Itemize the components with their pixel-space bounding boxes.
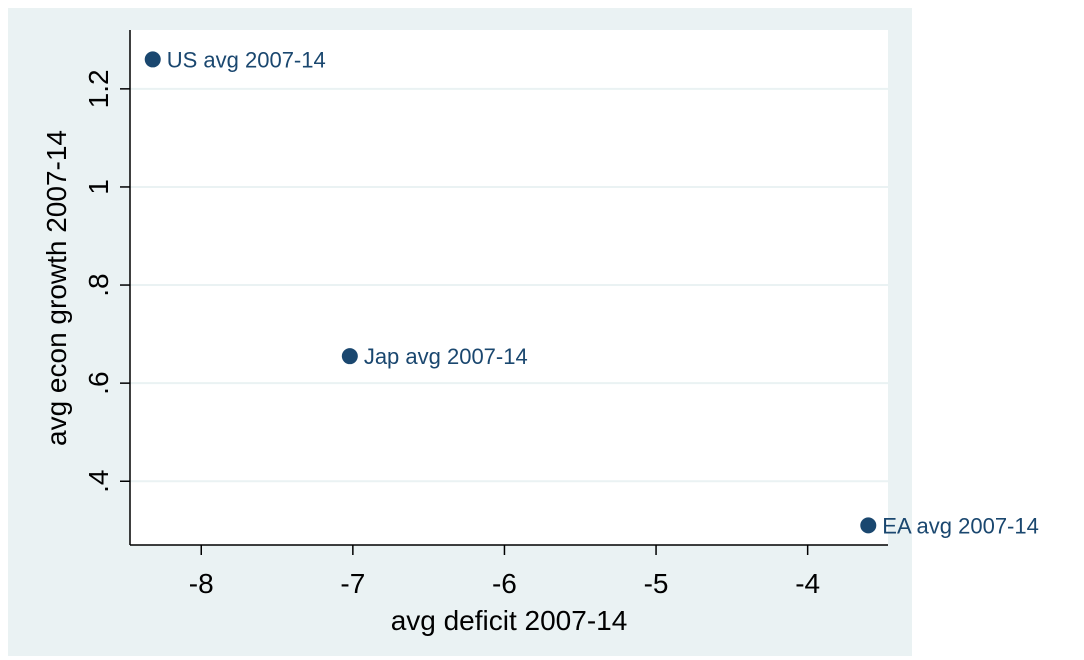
- data-point-marker: [144, 51, 161, 68]
- x-tick-label: -4: [795, 568, 820, 599]
- y-axis-ticks: .4 .6 .8 1 1.2: [83, 69, 130, 493]
- data-point-label: EA avg 2007-14: [882, 513, 1039, 538]
- y-tick-label: 1.2: [83, 69, 114, 108]
- x-tick-label: -5: [644, 568, 669, 599]
- grid-lines: [130, 87, 888, 483]
- y-tick-label: 1: [83, 179, 114, 195]
- y-tick-label: .4: [83, 470, 114, 493]
- data-points: US avg 2007-14 Jap avg 2007-14 EA avg 2007…: [144, 47, 1039, 538]
- y-axis-title: avg econ growth 2007-14: [41, 130, 72, 446]
- x-axis-title: avg deficit 2007-14: [391, 605, 628, 636]
- data-point-marker: [860, 517, 877, 534]
- x-tick-label: -6: [492, 568, 517, 599]
- data-point-label: Jap avg 2007-14: [364, 344, 528, 369]
- data-point-marker: [341, 348, 358, 365]
- y-tick-label: .6: [83, 371, 114, 394]
- x-tick-label: -8: [189, 568, 214, 599]
- x-tick-label: -7: [340, 568, 365, 599]
- data-point-label: US avg 2007-14: [167, 47, 326, 72]
- x-axis-ticks: -8 -7 -6 -5 -4: [189, 545, 820, 599]
- plot-area: [130, 30, 888, 545]
- y-tick-label: .8: [83, 273, 114, 296]
